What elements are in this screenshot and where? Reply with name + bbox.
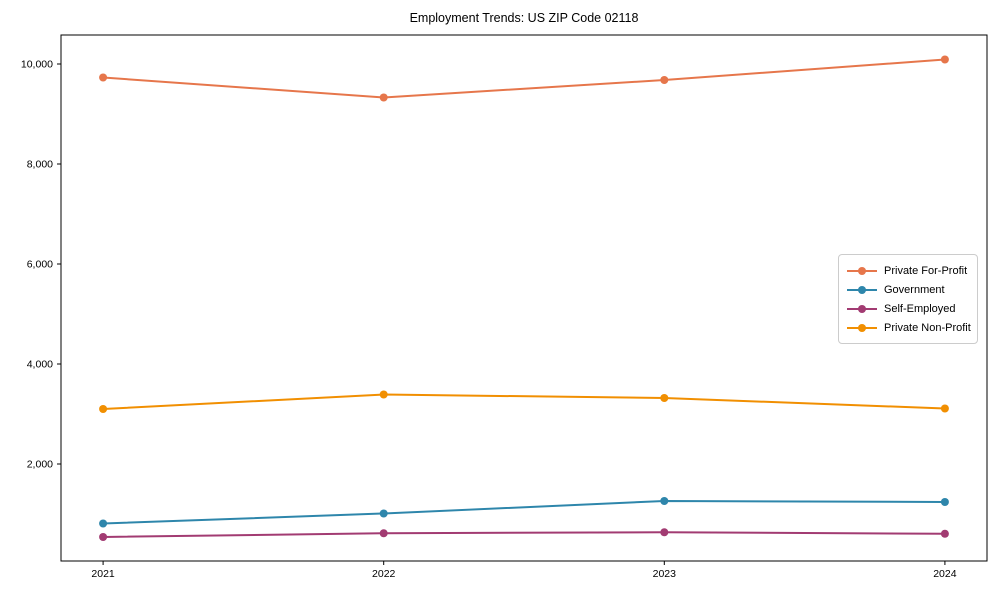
legend-marker-dot-icon (858, 285, 866, 294)
data-point (660, 528, 669, 537)
legend-marker-dot-icon (858, 323, 866, 332)
series-line (102, 58, 946, 99)
data-point (99, 519, 108, 528)
data-point (379, 390, 388, 399)
y-axis-ticks: 2,000 4,000 6,000 8,000 10,000 (21, 59, 61, 471)
legend: Private For-Profit Government Self-Employe… (838, 254, 978, 344)
series-private-for-profit (99, 55, 949, 102)
chart-title: Employment Trends: US ZIP Code 02118 (409, 11, 639, 25)
data-point (940, 529, 949, 538)
x-axis-ticks: 2021 2022 2023 2024 (91, 561, 957, 580)
plot-border (60, 34, 988, 562)
series-private-non-profit (99, 390, 949, 413)
data-point (99, 533, 108, 541)
legend-line-marker-icon (847, 285, 877, 294)
series-self-employed (99, 528, 949, 541)
x-tick-label: 2023 (653, 568, 677, 580)
legend-item-government: Government (847, 280, 969, 299)
legend-line-marker-icon (847, 323, 877, 332)
legend-label: Private Non-Profit (884, 321, 971, 334)
series-line (102, 393, 946, 410)
data-point (940, 404, 949, 413)
data-point (99, 73, 108, 82)
data-point (379, 93, 388, 102)
legend-line-marker-icon (847, 304, 877, 313)
data-point (940, 498, 949, 506)
series-line (102, 531, 946, 538)
data-point (660, 497, 669, 505)
legend-label: Private For-Profit (884, 264, 968, 277)
y-tick-label: 4,000 (27, 359, 53, 371)
data-point (99, 405, 108, 413)
legend-label: Self-Employed (884, 302, 956, 315)
x-tick-label: 2021 (91, 568, 115, 580)
data-point (379, 509, 388, 518)
x-tick-label: 2022 (372, 568, 396, 580)
data-point (660, 394, 669, 402)
legend-marker-dot-icon (858, 304, 866, 313)
legend-label: Government (884, 283, 945, 296)
data-point (379, 529, 388, 538)
data-point (940, 55, 949, 64)
data-point (660, 76, 669, 84)
y-tick-label: 8,000 (27, 159, 53, 171)
series-line (102, 500, 946, 525)
y-tick-label: 2,000 (27, 459, 53, 471)
y-tick-label: 10,000 (21, 59, 53, 71)
legend-item-private-non-profit: Private Non-Profit (847, 318, 971, 337)
legend-marker-dot-icon (858, 266, 866, 275)
legend-line-marker-icon (847, 266, 877, 275)
y-tick-label: 6,000 (27, 259, 53, 271)
legend-item-private-for-profit: Private For-Profit (847, 261, 969, 280)
legend-item-self-employed: Self-Employed (847, 299, 969, 318)
x-tick-label: 2024 (933, 568, 957, 580)
series-government (99, 497, 949, 528)
